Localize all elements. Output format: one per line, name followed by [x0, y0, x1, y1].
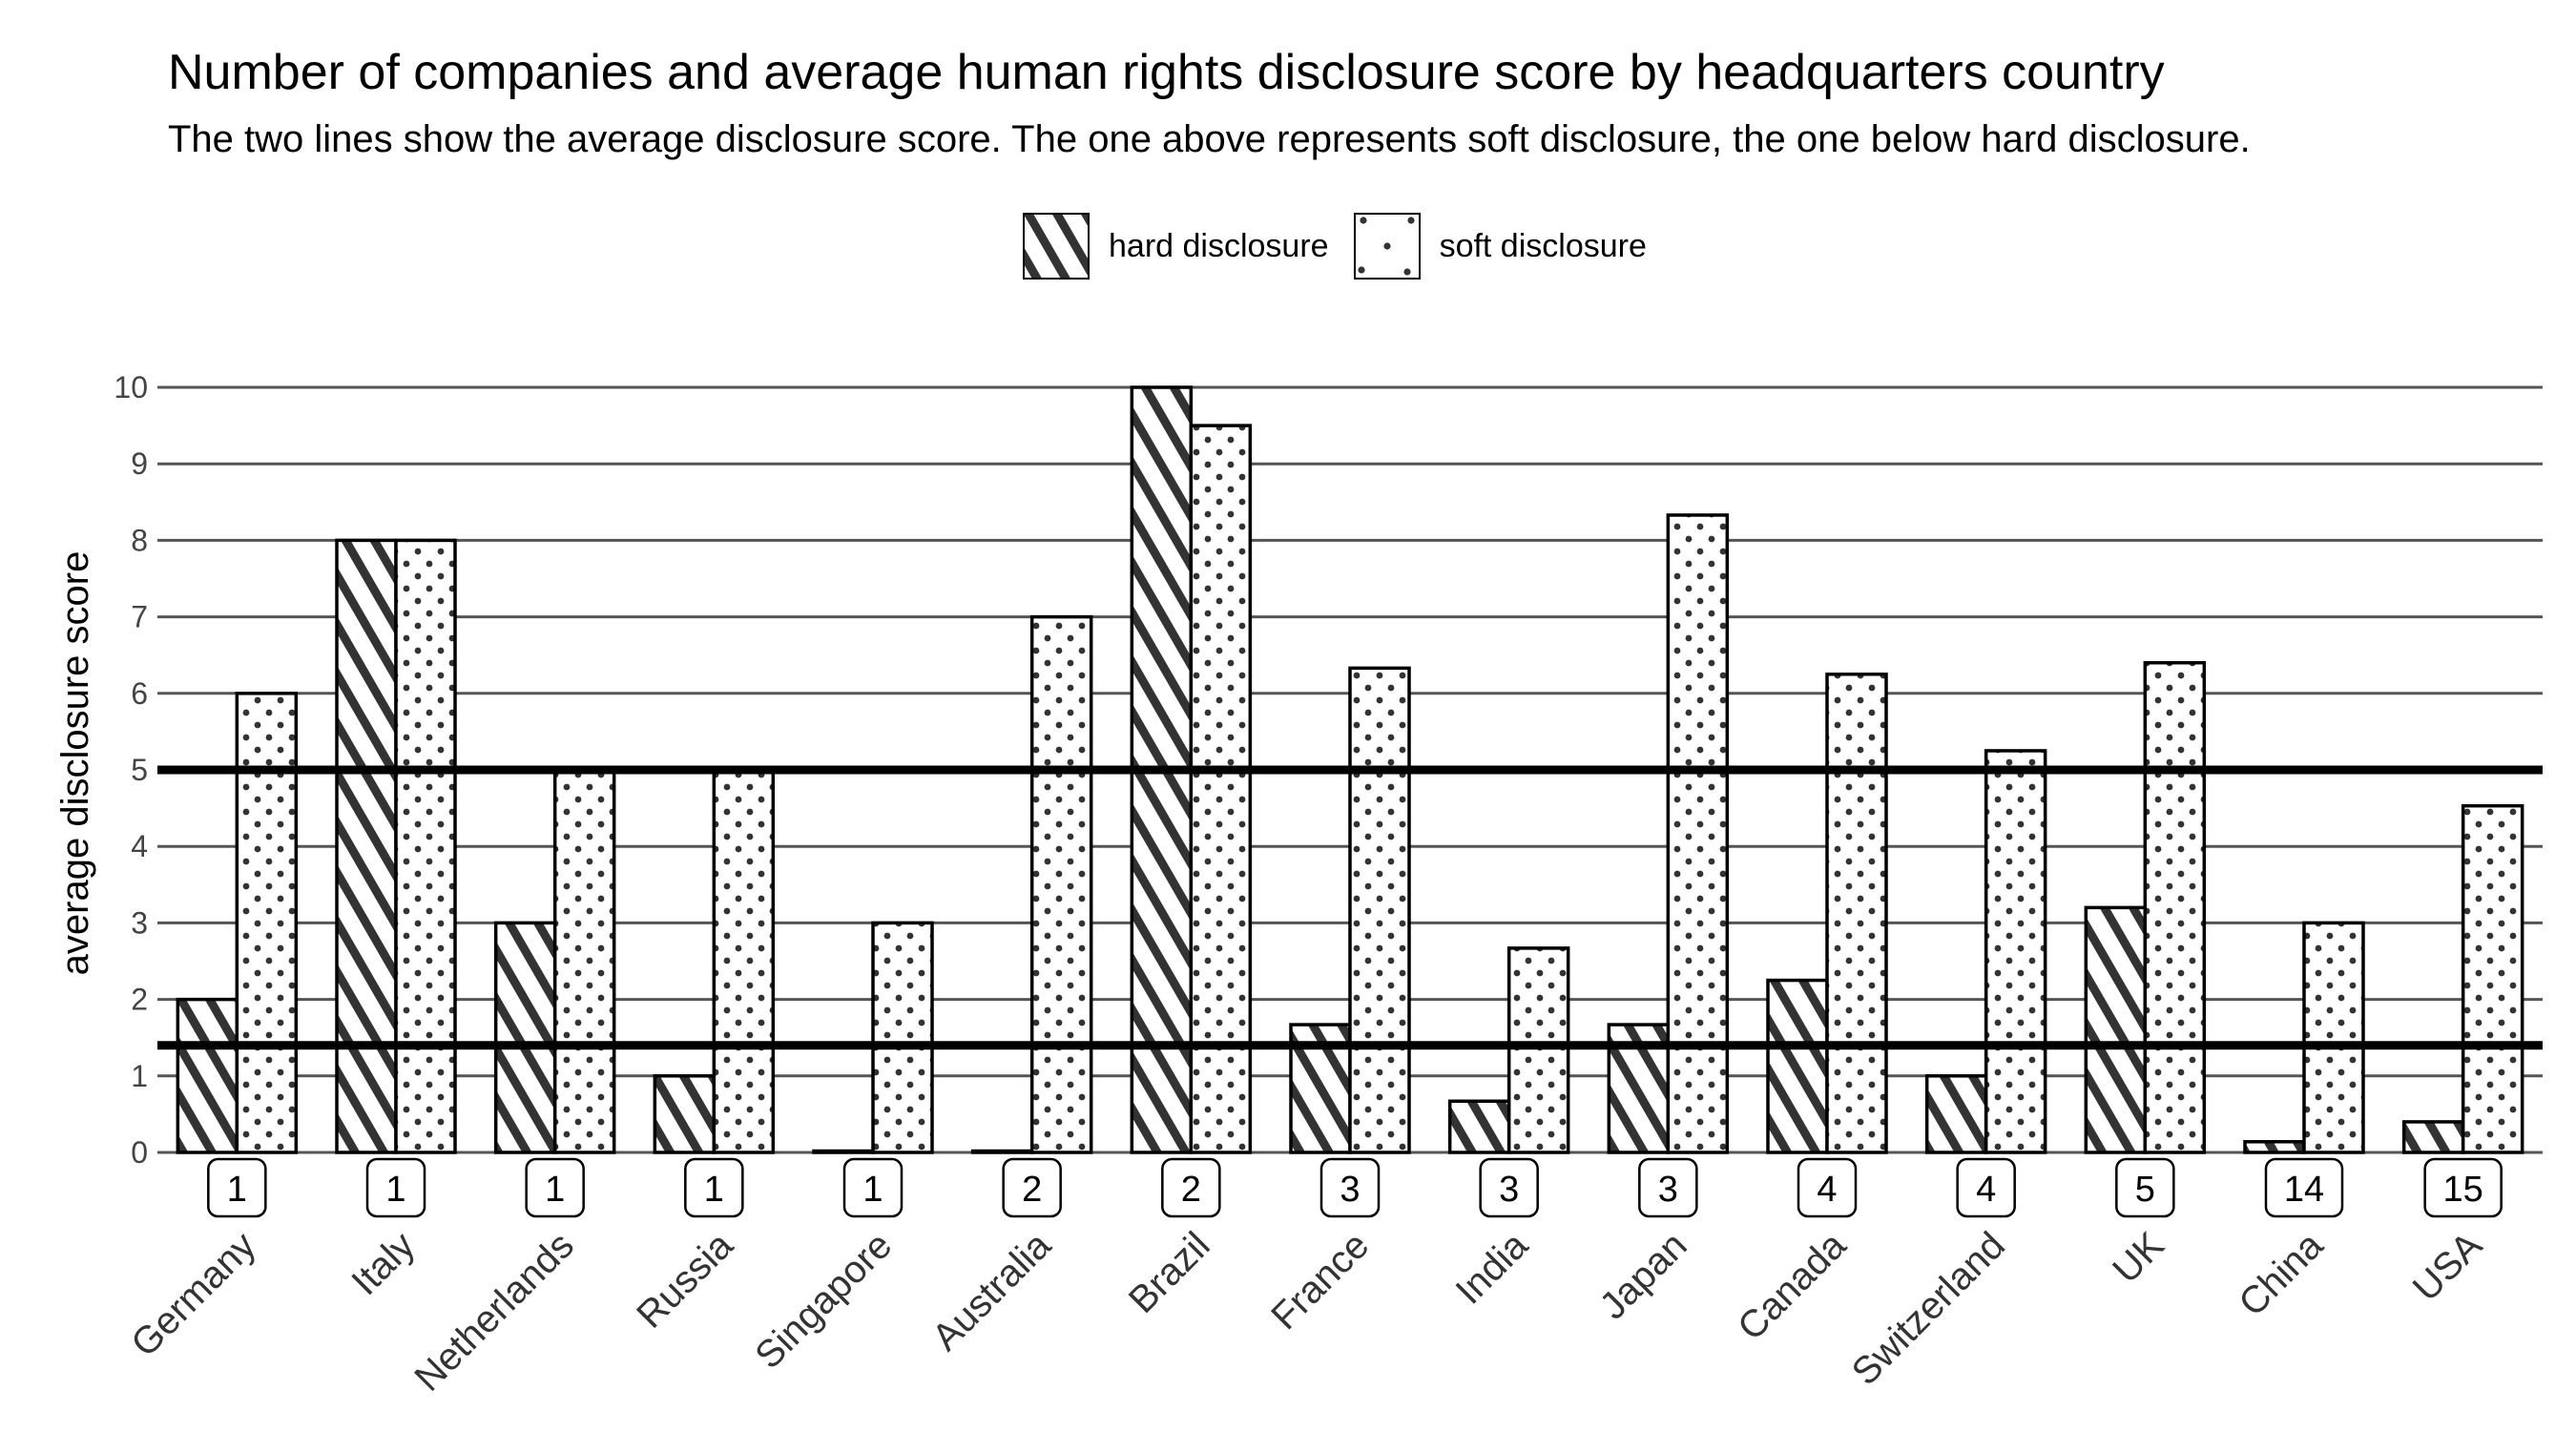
- bar-hard-germany: [176, 997, 239, 1154]
- count-label-canada: 4: [1797, 1157, 1858, 1218]
- bar-soft-china: [2302, 921, 2365, 1154]
- bar-hard-australia: [970, 1149, 1034, 1154]
- bar-soft-australia: [1029, 614, 1093, 1154]
- company-count: 3: [1658, 1170, 1678, 1210]
- x-tick-label-australia: Australia: [924, 1224, 1060, 1359]
- count-label-netherlands: 1: [525, 1157, 585, 1218]
- company-count: 1: [862, 1170, 883, 1210]
- x-tick-label-italy: Italy: [343, 1224, 423, 1303]
- bar-soft-uk: [2143, 660, 2207, 1154]
- legend-item-hard: hard disclosure: [1023, 213, 1329, 280]
- company-count: 1: [385, 1170, 405, 1210]
- company-count: 4: [1976, 1170, 1996, 1210]
- y-tick-label: 5: [131, 753, 148, 787]
- y-tick-labels: 0 1 2 3 4 5 6 7 8 9 10: [114, 370, 148, 1170]
- bar-hard-canada: [1766, 978, 1829, 1154]
- bar-hard-singapore: [812, 1149, 875, 1154]
- bars: [176, 385, 2524, 1154]
- bar-soft-japan: [1666, 513, 1730, 1154]
- x-tick-label-russia: Russia: [629, 1224, 741, 1337]
- y-tick-label: 7: [131, 600, 148, 634]
- count-label-australia: 2: [1002, 1157, 1062, 1218]
- bar-soft-germany: [235, 692, 299, 1154]
- x-tick-label-usa: USA: [2405, 1224, 2490, 1309]
- legend-label-soft: soft disclosure: [1439, 227, 1647, 264]
- legend-item-soft: soft disclosure: [1353, 213, 1647, 280]
- company-count: 15: [2443, 1170, 2483, 1210]
- count-label-singapore: 1: [842, 1157, 904, 1218]
- bar-hard-russia: [653, 1074, 717, 1154]
- count-label-italy: 1: [365, 1157, 426, 1218]
- x-tick-label-canada: Canada: [1730, 1224, 1855, 1349]
- reference-lines: [157, 765, 2543, 1050]
- count-label-usa: 15: [2423, 1157, 2503, 1218]
- bar-soft-usa: [2461, 803, 2524, 1154]
- x-tick-label-switzerland: Switzerland: [1844, 1224, 2013, 1393]
- company-count: 4: [1817, 1170, 1837, 1210]
- y-tick-label: 10: [114, 370, 148, 404]
- count-label-china: 14: [2264, 1157, 2344, 1218]
- x-tick-label-india: India: [1448, 1224, 1537, 1313]
- legend-key-hard: [1023, 213, 1090, 280]
- y-tick-label: 1: [131, 1059, 148, 1093]
- bar-soft-italy: [394, 538, 457, 1154]
- bar-hard-usa: [2401, 1120, 2465, 1154]
- y-tick-label: 8: [131, 523, 148, 557]
- bar-soft-russia: [712, 768, 776, 1154]
- bar-hard-netherlands: [493, 921, 557, 1154]
- y-tick-label: 2: [131, 983, 148, 1017]
- count-label-france: 3: [1319, 1157, 1381, 1218]
- bar-soft-switzerland: [1984, 749, 2047, 1154]
- bar-soft-india: [1506, 946, 1570, 1154]
- y-axis-label: average disclosure score: [54, 551, 96, 976]
- bar-hard-india: [1447, 1099, 1511, 1154]
- x-tick-label-germany: Germany: [123, 1224, 263, 1364]
- bar-hard-italy: [335, 538, 398, 1154]
- company-count: 3: [1340, 1170, 1360, 1210]
- company-count: 14: [2284, 1170, 2324, 1210]
- y-tick-label: 4: [131, 829, 148, 863]
- count-label-germany: 1: [207, 1157, 267, 1218]
- x-tick-label-japan: Japan: [1592, 1224, 1695, 1327]
- y-tick-label: 3: [131, 905, 148, 940]
- x-tick-label-china: China: [2231, 1224, 2332, 1325]
- chart-subtitle: The two lines show the average disclosur…: [168, 118, 2251, 160]
- x-tick-label-uk: UK: [2105, 1224, 2172, 1292]
- count-label-india: 3: [1479, 1157, 1539, 1218]
- count-label-japan: 3: [1638, 1157, 1698, 1218]
- x-tick-label-singapore: Singapore: [747, 1224, 900, 1377]
- company-count: 1: [704, 1170, 724, 1210]
- legend: hard disclosure soft disclosure: [1023, 210, 1672, 282]
- y-tick-label: 9: [131, 446, 148, 481]
- company-count: 1: [227, 1170, 247, 1210]
- company-count: 3: [1499, 1170, 1519, 1210]
- legend-key-soft: [1353, 213, 1421, 280]
- bar-soft-brazil: [1189, 424, 1253, 1154]
- bar-hard-switzerland: [1924, 1074, 1988, 1154]
- company-count: 2: [1022, 1170, 1042, 1210]
- y-tick-label: 6: [131, 676, 148, 711]
- company-count: 5: [2135, 1170, 2155, 1210]
- x-tick-label-france: France: [1263, 1224, 1377, 1338]
- count-label-uk: 5: [2115, 1157, 2175, 1218]
- x-tick-label-netherlands: Netherlands: [406, 1224, 582, 1400]
- bar-soft-canada: [1825, 673, 1888, 1154]
- legend-label-hard: hard disclosure: [1109, 227, 1329, 264]
- bar-hard-china: [2243, 1140, 2306, 1154]
- company-count-labels: 1 1 1 1 1 2 2 3 3 3 4 4 5 14 15: [207, 1157, 2503, 1218]
- count-label-switzerland: 4: [1956, 1157, 2016, 1218]
- company-count: 1: [545, 1170, 565, 1210]
- count-label-brazil: 2: [1161, 1157, 1221, 1218]
- count-label-russia: 1: [684, 1157, 744, 1218]
- bar-soft-singapore: [871, 921, 934, 1154]
- company-count: 2: [1181, 1170, 1201, 1210]
- x-tick-label-brazil: Brazil: [1121, 1224, 1218, 1321]
- bar-hard-uk: [2084, 905, 2148, 1154]
- bar-soft-netherlands: [552, 768, 616, 1154]
- chart-title: Number of companies and average human ri…: [168, 45, 2165, 100]
- y-tick-label: 0: [131, 1135, 148, 1170]
- bar-soft-france: [1348, 666, 1411, 1154]
